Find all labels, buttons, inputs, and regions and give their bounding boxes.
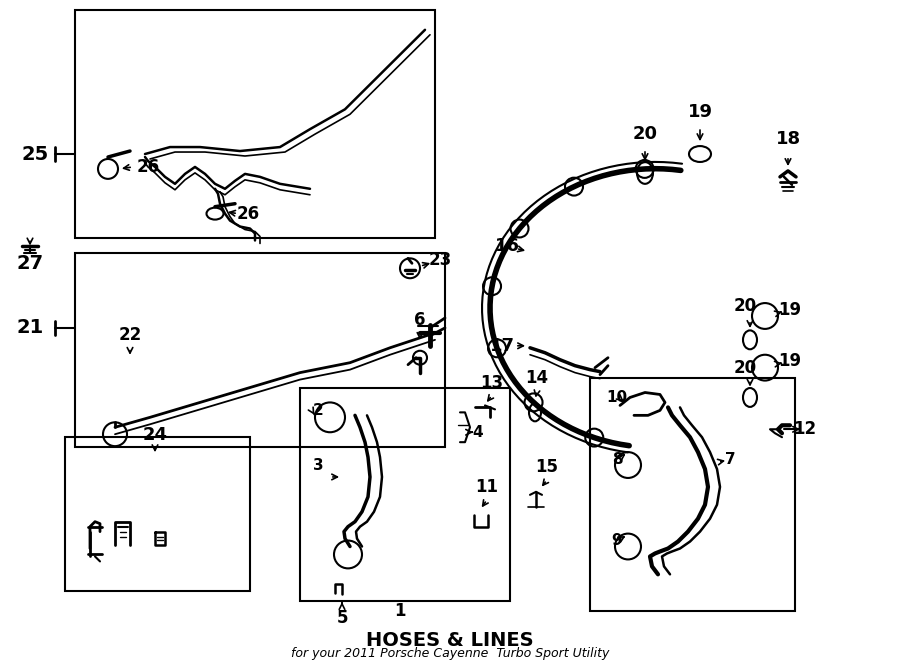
Text: 16: 16 — [494, 237, 519, 255]
Text: 26: 26 — [137, 158, 159, 176]
Bar — [65, 437, 250, 591]
Bar — [75, 253, 445, 447]
Text: 9: 9 — [612, 533, 622, 548]
Text: 25: 25 — [22, 145, 49, 163]
Text: 10: 10 — [607, 390, 627, 405]
Text: 22: 22 — [119, 326, 141, 344]
Text: 18: 18 — [776, 130, 801, 148]
Text: 19: 19 — [778, 301, 802, 319]
Text: 3: 3 — [312, 457, 323, 473]
Text: 2: 2 — [312, 403, 323, 418]
Text: 5: 5 — [337, 609, 347, 627]
Text: HOSES & LINES: HOSES & LINES — [366, 631, 534, 650]
Text: 14: 14 — [526, 369, 549, 387]
Text: 24: 24 — [142, 426, 167, 444]
Text: 20: 20 — [734, 359, 757, 377]
Text: 27: 27 — [16, 254, 43, 273]
Bar — [75, 10, 435, 239]
Text: 11: 11 — [475, 478, 499, 496]
Text: 6: 6 — [414, 311, 426, 329]
Text: 20: 20 — [734, 297, 757, 315]
Text: 15: 15 — [536, 458, 559, 476]
Text: 1: 1 — [394, 602, 406, 620]
Text: 23: 23 — [428, 251, 452, 269]
Bar — [590, 377, 795, 611]
Text: 8: 8 — [612, 451, 622, 467]
Text: 20: 20 — [633, 125, 658, 143]
Text: 19: 19 — [778, 352, 802, 369]
Bar — [300, 387, 510, 601]
Text: 19: 19 — [688, 103, 713, 121]
Text: 4: 4 — [472, 425, 483, 440]
Text: 12: 12 — [794, 420, 816, 438]
Text: for your 2011 Porsche Cayenne  Turbo Sport Utility: for your 2011 Porsche Cayenne Turbo Spor… — [291, 647, 609, 660]
Text: 13: 13 — [481, 373, 504, 391]
Text: 7: 7 — [724, 451, 735, 467]
Text: 21: 21 — [16, 319, 43, 337]
Text: 26: 26 — [237, 205, 259, 223]
Text: 17: 17 — [490, 337, 515, 355]
